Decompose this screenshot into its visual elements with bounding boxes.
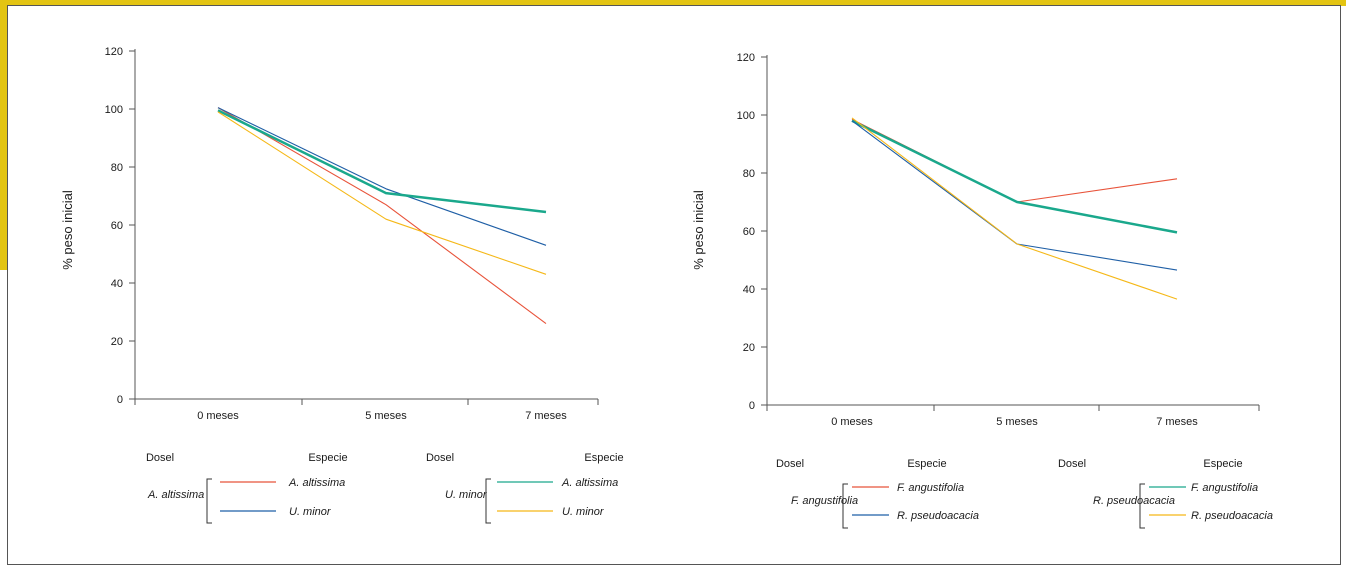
series-line-3 — [217, 109, 547, 214]
y-tick-label: 0 — [749, 400, 755, 412]
legend-item-label: R. pseudoacacia — [897, 510, 979, 522]
series-line-2 — [217, 107, 547, 246]
chart-panel-1: 0 20 40 60 80 100 120 0 meses 5 meses 7 meses % pe… — [60, 46, 624, 524]
y-tick-label: 0 — [117, 394, 123, 406]
chart-panel-2: 0 20 40 60 80 100 120 0 meses 5 meses 7 meses % pe… — [691, 52, 1273, 529]
legend-item-label: R. pseudoacacia — [1191, 510, 1273, 522]
series-line-4 — [217, 111, 547, 275]
legend-item-label: A. altissima — [288, 477, 345, 489]
y-tick-label: 100 — [737, 110, 755, 122]
legend-especie-header: Especie — [907, 458, 946, 470]
x-tick-label: 0 meses — [197, 410, 239, 422]
legend-especie-header: Especie — [1203, 458, 1242, 470]
legend-dosel-header: Dosel — [146, 452, 174, 464]
x-tick-label: 7 meses — [1156, 416, 1198, 428]
series-line-4 — [851, 117, 1178, 300]
legend-item-label: A. altissima — [561, 477, 618, 489]
legend-item-label: F. angustifolia — [897, 482, 964, 494]
legend-item-label: F. angustifolia — [1191, 482, 1258, 494]
legend-item-label: U. minor — [289, 506, 332, 518]
legend-dosel-header: Dosel — [776, 458, 804, 470]
x-tick-label: 5 meses — [996, 416, 1038, 428]
series-line-1 — [851, 118, 1178, 203]
legend-dosel-header: Dosel — [426, 452, 454, 464]
legend-dosel-label: U. minor — [445, 489, 488, 501]
legend: Dosel Especie Dosel Especie A. altissima A. a… — [146, 452, 624, 524]
x-tick-label: 7 meses — [525, 410, 567, 422]
legend-especie-header: Especie — [308, 452, 347, 464]
accent-bar-top — [0, 0, 1346, 6]
y-tick-label: 40 — [743, 284, 755, 296]
y-tick-label: 20 — [743, 342, 755, 354]
legend-bracket — [842, 483, 848, 529]
y-tick-label: 120 — [105, 46, 123, 58]
legend: Dosel Especie Dosel Especie F. angustifolia F… — [776, 458, 1273, 529]
legend-item-label: U. minor — [562, 506, 605, 518]
y-tick-label: 60 — [111, 220, 123, 232]
y-axis-label: % peso inicial — [691, 190, 706, 270]
y-tick-label: 60 — [743, 226, 755, 238]
y-tick-label: 100 — [105, 104, 123, 116]
legend-bracket — [1139, 483, 1145, 529]
accent-bar-left — [0, 0, 8, 270]
y-axis-label: % peso inicial — [60, 190, 75, 270]
series-line-2 — [851, 119, 1178, 234]
figure-frame — [7, 5, 1341, 565]
y-tick-label: 80 — [743, 168, 755, 180]
x-tick-label: 5 meses — [365, 410, 407, 422]
legend-dosel-header: Dosel — [1058, 458, 1086, 470]
legend-dosel-label: A. altissima — [147, 489, 204, 501]
x-tick-label: 0 meses — [831, 416, 873, 428]
legend-especie-header: Especie — [584, 452, 623, 464]
legend-dosel-label: F. angustifolia — [791, 495, 858, 507]
y-tick-label: 40 — [111, 278, 123, 290]
charts-svg: 0 20 40 60 80 100 120 0 meses 5 meses 7 meses % pe… — [60, 46, 1273, 529]
legend-bracket — [485, 478, 491, 524]
legend-dosel-label: R. pseudoacacia — [1093, 495, 1175, 507]
y-tick-label: 80 — [111, 162, 123, 174]
y-tick-label: 20 — [111, 336, 123, 348]
legend-bracket — [206, 478, 212, 524]
y-tick-label: 120 — [737, 52, 755, 64]
series-line-1 — [217, 107, 547, 325]
